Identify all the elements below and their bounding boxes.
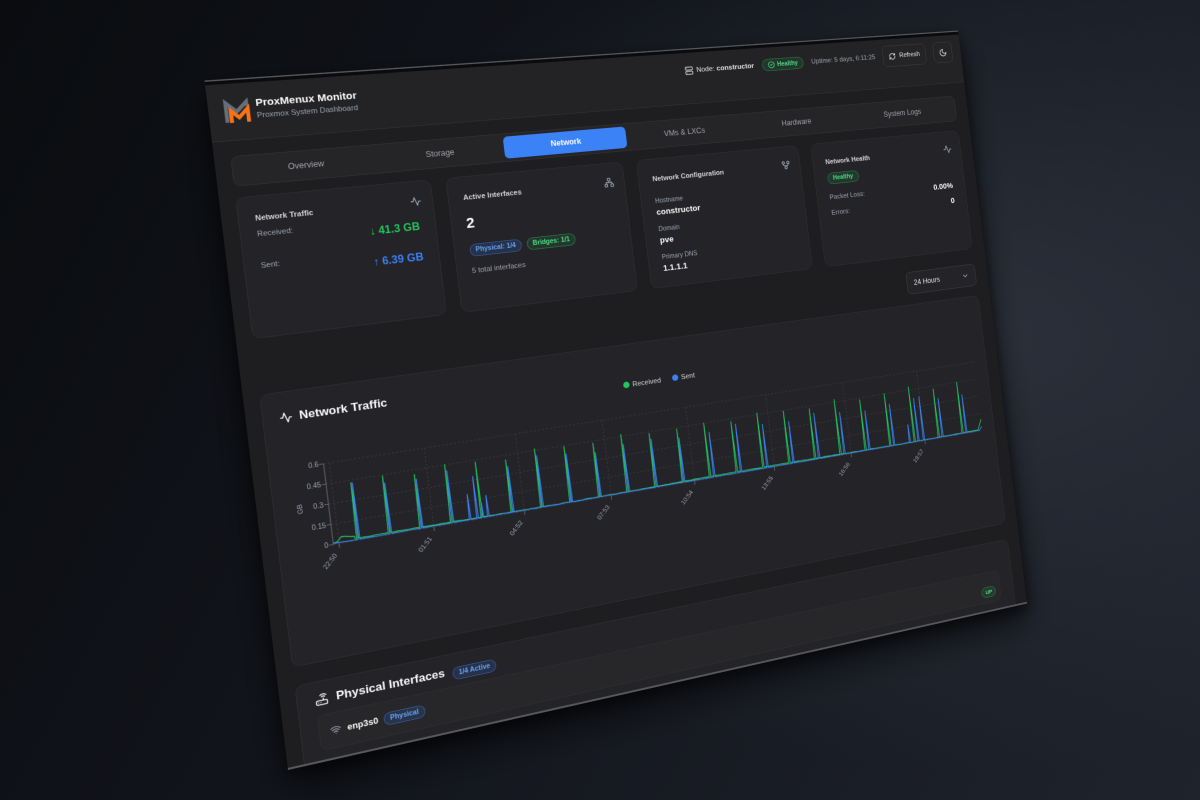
svg-text:16:56: 16:56 (837, 461, 851, 478)
svg-text:07:53: 07:53 (595, 504, 611, 522)
svg-text:04:52: 04:52 (508, 519, 525, 537)
svg-text:10:54: 10:54 (679, 489, 694, 506)
svg-text:01:51: 01:51 (416, 535, 433, 554)
svg-text:0.3: 0.3 (313, 501, 324, 511)
svg-text:0.6: 0.6 (308, 461, 319, 471)
svg-text:GB: GB (295, 504, 305, 515)
svg-text:13:55: 13:55 (760, 475, 775, 492)
svg-text:0.15: 0.15 (311, 521, 326, 532)
svg-text:0.45: 0.45 (306, 481, 321, 492)
svg-text:0: 0 (324, 541, 329, 550)
svg-text:22:50: 22:50 (321, 552, 339, 571)
svg-text:19:57: 19:57 (912, 448, 926, 464)
